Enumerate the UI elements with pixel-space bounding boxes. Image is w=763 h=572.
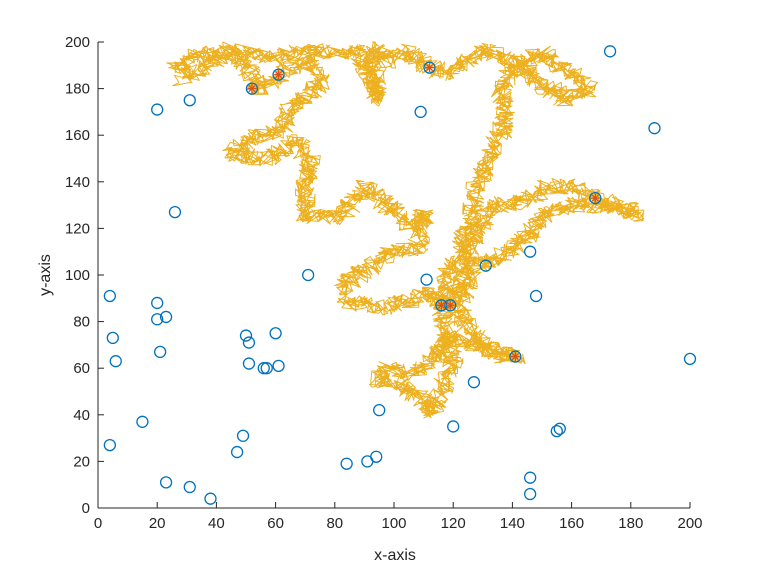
data-point [154, 345, 167, 359]
data-point [447, 420, 460, 433]
visited-marker [425, 63, 435, 73]
data-point [420, 273, 433, 286]
data-point [272, 68, 285, 81]
data-point [257, 362, 270, 375]
data-point [272, 359, 285, 373]
x-tick-label: 100 [381, 515, 406, 532]
x-tick-label: 40 [208, 515, 225, 532]
y-axis-label: y-axis [37, 254, 54, 296]
data-point [242, 336, 256, 349]
y-tick-label: 100 [65, 267, 90, 284]
data-point [479, 259, 492, 272]
data-point [302, 268, 315, 282]
data-point [103, 289, 116, 303]
data-point [370, 450, 383, 463]
data-point [269, 327, 282, 340]
data-point [168, 205, 182, 219]
data-point [242, 357, 256, 370]
data-point [373, 403, 386, 417]
data-point [151, 103, 164, 116]
y-tick-label: 160 [65, 127, 90, 144]
axes: 0 20 40 60 80 100 120 140 160 180 200 0 20 40 60 80 100 1… [65, 34, 703, 532]
data-point [414, 105, 427, 119]
data-points [103, 45, 697, 505]
y-tick-label: 40 [73, 407, 90, 424]
y-tick-label: 180 [65, 81, 90, 98]
x-tick-label: 0 [94, 515, 102, 532]
data-point [683, 352, 697, 366]
x-tick-label: 60 [267, 515, 284, 532]
x-tick-label: 180 [618, 515, 643, 532]
data-point [151, 313, 164, 326]
visited-markers [247, 63, 600, 362]
data-point [103, 438, 116, 452]
visited-marker [590, 193, 600, 203]
data-point [529, 289, 543, 303]
data-point [239, 329, 253, 342]
data-point [183, 480, 196, 494]
data-point [423, 61, 436, 74]
y-tick-label: 80 [73, 314, 90, 331]
data-point [106, 331, 119, 345]
data-point [204, 492, 217, 505]
x-tick-label: 20 [149, 515, 166, 532]
data-point [109, 355, 122, 368]
visited-marker [445, 300, 455, 310]
y-tick-label: 60 [73, 360, 90, 377]
data-point [589, 191, 602, 205]
data-point [151, 296, 164, 310]
data-point [183, 94, 196, 107]
visited-marker [436, 300, 446, 310]
y-tick-label: 120 [65, 220, 90, 237]
x-tick-label: 140 [500, 515, 525, 532]
x-axis-label: x-axis [374, 547, 416, 564]
visited-marker [274, 70, 284, 80]
data-point [236, 429, 250, 442]
data-point [230, 445, 244, 459]
data-point [467, 376, 481, 389]
data-point [340, 457, 353, 470]
data-point [245, 82, 259, 95]
y-tick-label: 0 [82, 500, 90, 517]
x-tick-label: 160 [559, 515, 584, 532]
data-point [509, 350, 522, 363]
data-point [603, 45, 617, 58]
data-point [550, 424, 563, 438]
y-tick-label: 140 [65, 174, 90, 191]
data-point [260, 362, 273, 375]
data-point [524, 471, 537, 484]
x-tick-label: 120 [441, 515, 466, 532]
data-point [524, 487, 537, 501]
data-point [553, 422, 566, 435]
data-point [648, 122, 661, 135]
data-point [159, 310, 173, 324]
data-point [136, 415, 149, 428]
visited-marker [247, 84, 257, 94]
y-tick-label: 200 [65, 34, 90, 51]
data-point [524, 245, 537, 258]
y-tick-label: 20 [73, 453, 90, 470]
x-tick-label: 80 [326, 515, 343, 532]
data-point [159, 476, 173, 489]
x-tick-label: 200 [677, 515, 702, 532]
visited-marker [510, 352, 520, 362]
